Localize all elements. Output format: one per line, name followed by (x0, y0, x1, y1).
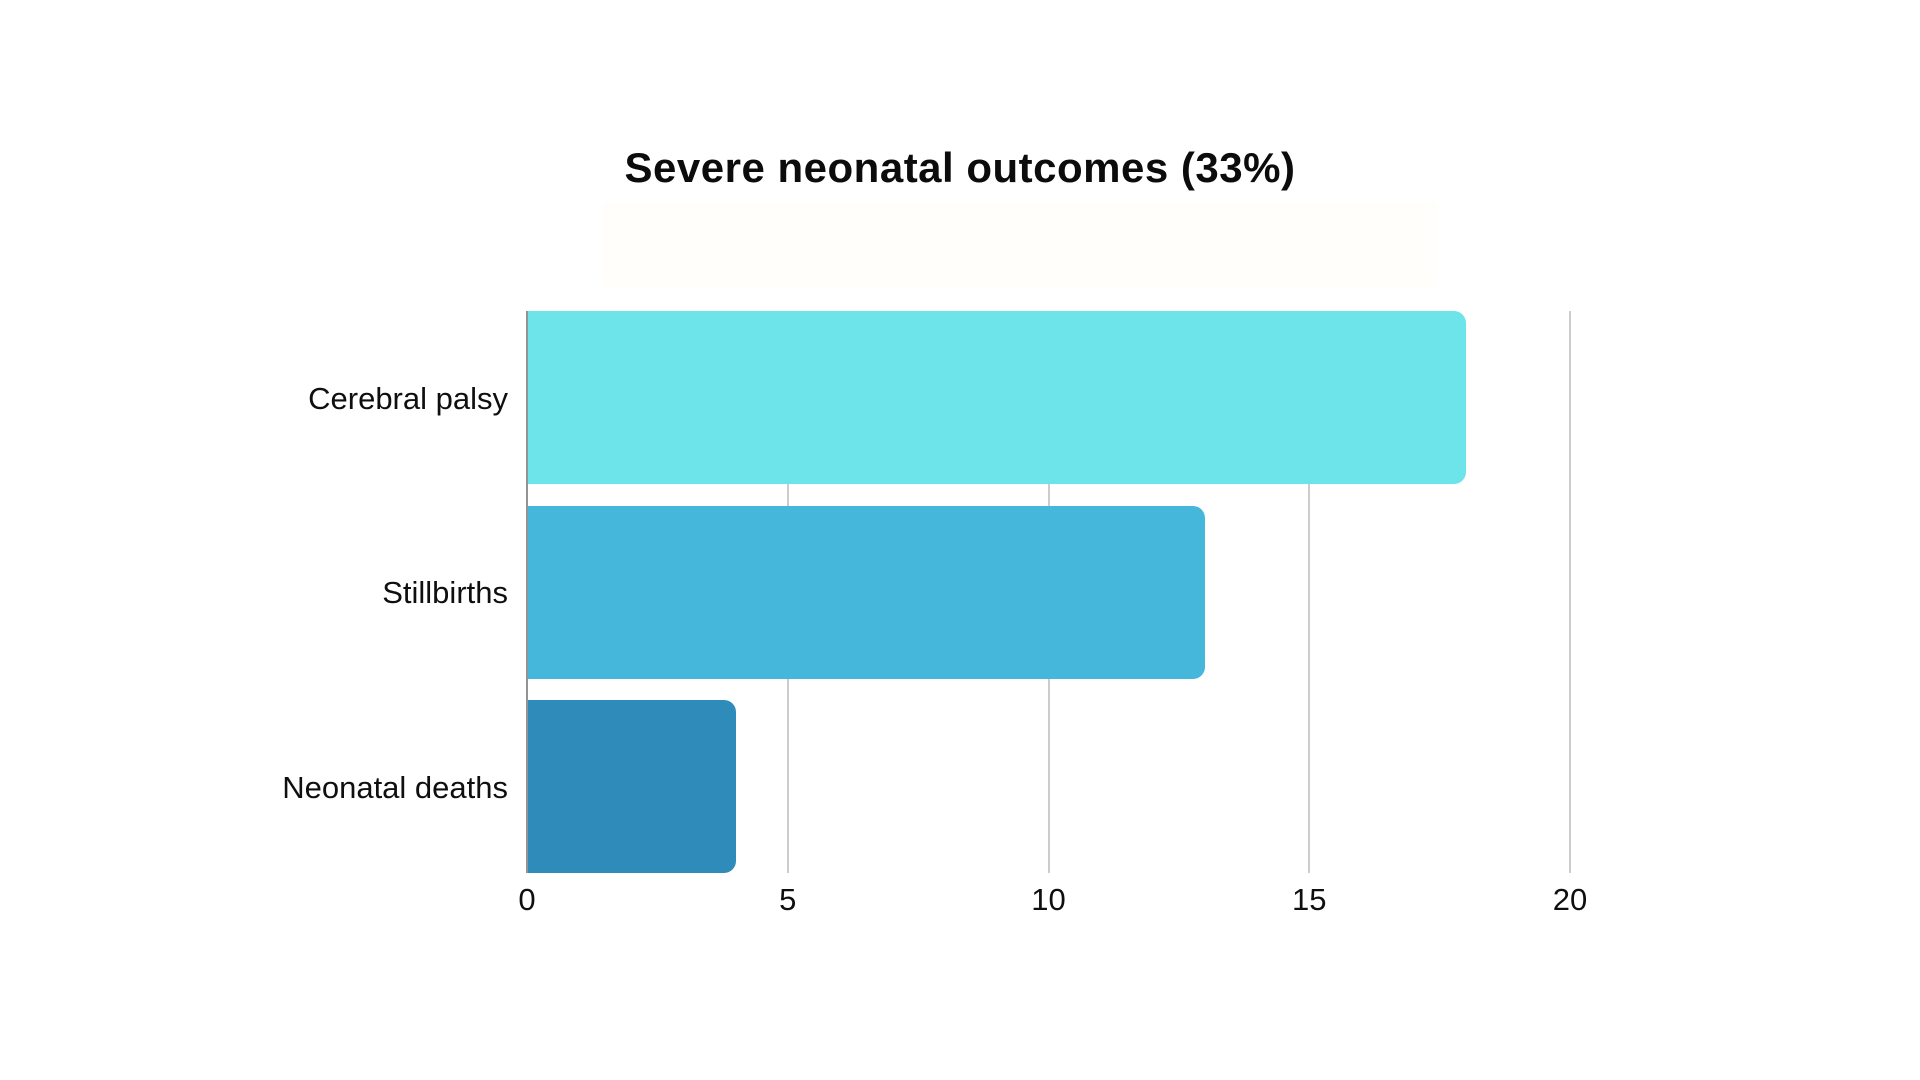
x-tick-label: 0 (518, 882, 536, 917)
category-label: Neonatal deaths (282, 769, 508, 805)
bar-cerebral-palsy[interactable] (528, 311, 1466, 484)
x-tick-label: 5 (779, 882, 797, 917)
bar-neonatal-deaths[interactable] (528, 700, 736, 873)
legend-area (602, 202, 1438, 288)
gridline (1308, 311, 1311, 873)
chart-title: Severe neonatal outcomes (33%) (624, 144, 1296, 191)
category-label: Stillbirths (382, 575, 508, 610)
zero-gridline (526, 311, 528, 873)
category-label: Cerebral palsy (308, 380, 508, 416)
x-tick-label: 10 (1031, 882, 1066, 917)
gridline (1569, 311, 1571, 873)
x-tick-label: 15 (1292, 882, 1327, 917)
bar-stillbirths[interactable] (528, 505, 1205, 679)
x-tick-label: 20 (1552, 882, 1588, 917)
